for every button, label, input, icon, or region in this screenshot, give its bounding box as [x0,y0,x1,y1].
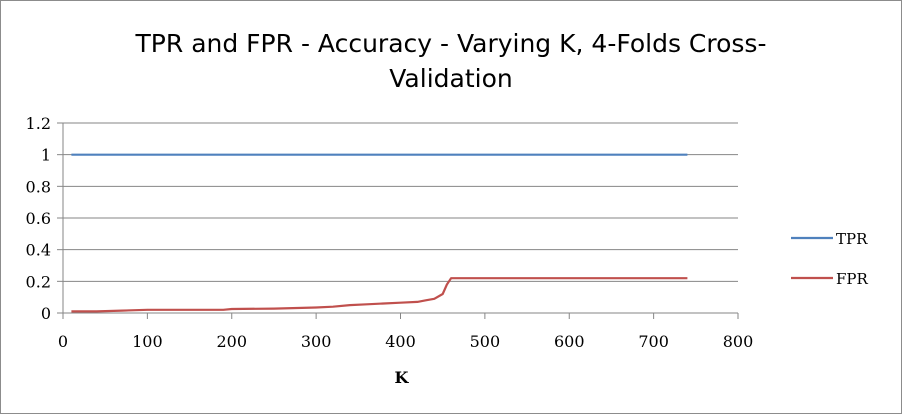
x-axis-label: K [395,368,410,387]
x-tick-label-8: 800 [723,332,754,351]
x-tick-label-3: 300 [301,332,332,351]
series-line-fpr [71,277,688,313]
x-tick-label-0: 0 [58,332,68,351]
chart-title: TPR and FPR - Accuracy - Varying K, 4-Fo… [91,26,811,96]
gridlines [57,122,738,314]
y-tick-label-3: 0.6 [26,209,51,228]
y-tick-label-6: 1.2 [26,114,51,133]
y-tick-label-0: 0 [41,304,51,323]
chart-title-line-1: TPR and FPR - Accuracy - Varying K, 4-Fo… [135,29,767,58]
x-tick-labels: 0 100 200 300 400 500 600 700 800 [58,332,753,351]
y-tick-label-5: 1 [41,146,51,165]
x-tick-label-7: 700 [638,332,669,351]
x-tick-label-4: 400 [385,332,416,351]
y-tick-label-1: 0.2 [26,272,51,291]
chart-title-line-2: Validation [389,64,513,93]
y-tick-labels: 0 0.2 0.4 0.6 0.8 1 1.2 [26,114,51,323]
legend: TPR FPR [791,230,869,288]
x-tick-label-5: 500 [470,332,501,351]
x-tick-label-1: 100 [132,332,163,351]
x-tick-label-6: 600 [554,332,585,351]
axes [62,123,739,319]
y-tick-label-2: 0.4 [26,241,51,260]
y-tick-label-4: 0.8 [26,177,51,196]
legend-label-fpr: FPR [836,270,869,288]
legend-label-tpr: TPR [836,230,868,248]
series-lines [71,153,688,313]
x-tick-label-2: 200 [216,332,247,351]
